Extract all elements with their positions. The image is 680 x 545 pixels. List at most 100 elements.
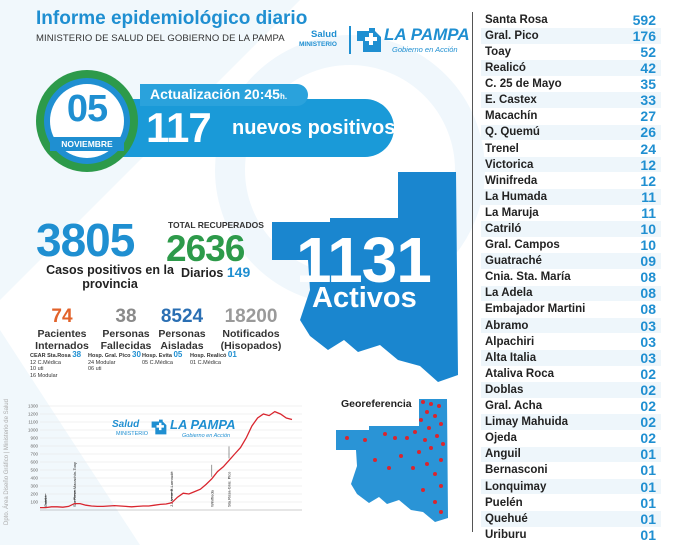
city-cases: 02 [640, 398, 656, 415]
city-cases: 12 [640, 172, 656, 189]
city-cases: 02 [640, 430, 656, 447]
chart-y-tick-label: 1000 [28, 428, 39, 433]
city-name: Embajador Martini [485, 303, 586, 316]
total-cases-count: 3805 [36, 214, 135, 266]
city-row: Ataliva Roca 02 [481, 366, 661, 382]
update-suffix: h. [279, 92, 288, 101]
city-row: Abramo 03 [481, 318, 661, 334]
city-cases: 33 [640, 92, 656, 109]
chart-y-tick-label: 400 [30, 476, 38, 481]
active-cases-label: Activos [312, 282, 417, 314]
city-name: Gral. Acha [485, 400, 543, 413]
date-month: NOVIEMBRE [61, 139, 113, 149]
hospital-evita-name: Hosp. Evita [142, 353, 172, 359]
city-cases: 08 [640, 269, 656, 286]
city-name: Q. Quemú [485, 126, 540, 139]
city-row: La Maruja 11 [481, 205, 661, 221]
city-cases: 52 [640, 43, 656, 60]
georeference-map [336, 399, 448, 522]
daily-recovered-value: 149 [226, 264, 251, 280]
city-name: Doblas [485, 383, 524, 396]
chart-y-tick-label: 300 [30, 484, 38, 489]
city-row: Q. Quemú 26 [481, 124, 661, 140]
city-name: Guatraché [485, 255, 542, 268]
city-row: Gral. Pico 176 [481, 28, 661, 44]
city-cases: 27 [640, 108, 656, 125]
hospital-pico: Hosp. Gral. Pico 30 24 Modular 06 uti [88, 351, 142, 373]
city-name: Macachín [485, 110, 538, 123]
city-row: Victorica 12 [481, 157, 661, 173]
chart-y-tick-label: 1200 [28, 412, 39, 417]
stat-aisladas-value: 8524 [160, 306, 204, 327]
hospital-cear-name: CEAR Sta.Rosa [30, 353, 71, 359]
city-cases: 592 [632, 11, 656, 28]
la-pampa-emblem-icon [357, 28, 381, 52]
recovered-label: TOTAL RECUPERADOS [168, 220, 264, 230]
city-cases: 08 [640, 301, 656, 318]
city-cases: 03 [640, 349, 656, 366]
city-row: Gral. Campos 10 [481, 237, 661, 253]
chart-annotation-label: J.Alvear-B.Larroudé [169, 471, 174, 507]
chart-series-line [40, 410, 293, 509]
chart-annotation-label: Sta.Rosa-Macachín-Toay [72, 462, 77, 507]
stat-internados: 74 Pacientes Internados [30, 306, 94, 352]
city-name: C. 25 de Mayo [485, 78, 562, 91]
hospital-cear-line: 10 uti [30, 366, 44, 372]
city-row: La Adela 08 [481, 285, 661, 302]
chart-y-tick-label: 1100 [28, 420, 38, 425]
city-cases: 176 [632, 27, 656, 44]
city-cases: 10 [640, 221, 656, 238]
city-cases: 11 [641, 188, 656, 205]
city-cases: 01 [640, 478, 656, 495]
chart-y-tick-label: 800 [30, 444, 38, 449]
chart-annotation-label: Catriló [43, 495, 48, 507]
stat-fallecidas-label: Personas Fallecidas [100, 328, 152, 352]
hospital-cear-line: 16 Modular [30, 372, 58, 379]
logo-divider [349, 26, 351, 54]
hospital-pico-line: 24 Modular [88, 359, 116, 366]
city-name: Toay [485, 45, 511, 58]
city-cases: 01 [640, 526, 656, 543]
city-row: Bernasconi 01 [481, 462, 661, 479]
city-cases: 08 [640, 285, 656, 302]
hospital-cear: CEAR Sta.Rosa 38 12 C.Médica 10 uti 16 M… [30, 351, 84, 379]
stat-notificados-value: 18200 [224, 306, 278, 327]
city-name: Limay Mahuida [485, 416, 569, 429]
chart-y-tick-label: 900 [30, 436, 38, 441]
city-name: Ataliva Roca [485, 367, 555, 380]
city-row: Limay Mahuida 02 [481, 414, 661, 430]
chart-gobierno-logo: Gobierno en Acción [182, 433, 231, 439]
city-row: Ojeda 02 [481, 430, 661, 446]
city-cases: 01 [640, 494, 656, 511]
city-cases: 02 [640, 414, 656, 431]
city-row: Catriló 10 [481, 221, 661, 237]
city-name: Alta Italia [485, 351, 537, 364]
date-month-band [50, 137, 124, 151]
date-day: 05 [66, 88, 108, 130]
cases-line-chart: 1300 1200 1100 1000 900 800 700 600 500 400 300 200… [28, 404, 302, 511]
stat-internados-label: Pacientes Internados [35, 328, 89, 352]
stat-fallecidas: 38 Personas Fallecidas [95, 306, 157, 352]
city-row: Gral. Acha 02 [481, 398, 661, 414]
city-name: La Maruja [485, 206, 539, 219]
city-row: La Humada 11 [481, 189, 661, 205]
city-cases: 35 [640, 76, 656, 93]
update-time: Actualización 20:45h. [150, 86, 287, 102]
city-name: Anguil [485, 448, 521, 461]
city-cases: 01 [640, 462, 656, 479]
city-cases: 03 [640, 317, 656, 334]
chart-y-tick-label: 700 [30, 452, 38, 457]
city-row: Realicó 42 [481, 60, 661, 76]
hospital-realico: Hosp. Realicó 01 01 C.Médica [190, 351, 250, 366]
city-row: Toay 52 [481, 44, 661, 60]
city-row: C. 25 de Mayo 35 [481, 76, 661, 92]
city-name: Santa Rosa [485, 13, 548, 26]
list-leader-line [472, 12, 473, 532]
city-cases: 42 [640, 60, 656, 77]
hospital-pico-name: Hosp. Gral. Pico [88, 353, 131, 359]
city-name: Realicó [485, 62, 526, 75]
city-cases: 11 [641, 204, 656, 221]
stat-aisladas-label: Personas Aisladas [158, 328, 206, 352]
total-cases-label: Casos positivos en la provincia [46, 263, 174, 291]
city-cases: 02 [640, 381, 656, 398]
